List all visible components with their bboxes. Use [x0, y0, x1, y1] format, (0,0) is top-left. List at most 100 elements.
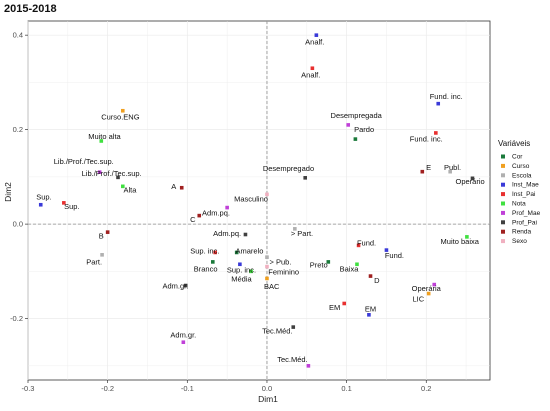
legend-key: [501, 154, 505, 159]
data-point-label: Adm.gr.: [170, 330, 196, 339]
legend-key: [501, 163, 505, 168]
data-point: [249, 269, 253, 274]
data-point: [384, 248, 389, 252]
data-point-label: Pardo: [354, 125, 374, 134]
data-point: [293, 227, 297, 231]
data-point-label: Sup. inc.: [190, 246, 219, 255]
data-point: [436, 101, 441, 106]
plot-background: [27, 20, 491, 381]
legend-key: [501, 201, 505, 206]
data-point-label: EM: [329, 303, 340, 312]
data-point-label: Desempregada: [331, 111, 383, 120]
data-point: [465, 235, 469, 239]
data-point-label: BAC: [264, 282, 280, 291]
data-point: [100, 253, 104, 257]
data-point-label: B: [99, 231, 104, 240]
data-point-label: Fund. inc.: [430, 92, 463, 101]
data-point: [291, 325, 296, 329]
legend-item-label: Escola: [512, 172, 532, 179]
data-point: [470, 176, 475, 181]
data-point: [38, 202, 43, 207]
data-point-label: Adm.pq.: [213, 229, 241, 238]
data-point-label: Analf.: [301, 71, 320, 80]
data-point-label: > Part.: [291, 229, 313, 238]
data-point-label: Part.: [86, 257, 102, 266]
data-point: [265, 276, 269, 281]
grid-lines: [27, 21, 490, 380]
plot-panel: [27, 20, 491, 381]
legend-item-label: Inst_Pai: [512, 191, 536, 198]
y-tick-label: 0.2: [13, 125, 23, 134]
legend-key: [501, 192, 505, 197]
data-point: [197, 213, 202, 218]
x-tick-label: 0.2: [421, 384, 431, 393]
data-point: [181, 340, 186, 345]
data-point: [243, 232, 248, 237]
data-point-label: Feminino: [268, 268, 299, 277]
data-point: [99, 139, 104, 143]
data-point: [265, 192, 269, 197]
data-point-label: Média: [231, 275, 252, 284]
data-point: [434, 131, 438, 135]
data-point-label: E: [426, 163, 431, 172]
data-point: [367, 313, 371, 317]
data-point: [265, 264, 269, 269]
x-axis-ticks: -0.3 -0.2 -0.1 0.0 0.1 0.2: [22, 380, 431, 393]
data-point-label: Fund. inc.: [410, 134, 443, 143]
data-point: [97, 170, 102, 174]
legend-key: [501, 220, 505, 225]
data-point: [303, 176, 307, 180]
legend-item-label: Prof_Mae: [512, 210, 541, 217]
legend-key: [501, 182, 505, 187]
data-point-label: Fund.: [385, 251, 404, 260]
data-point-label: C: [190, 215, 196, 224]
y-axis-ticks: -0.2 0.0 0.2 0.4: [10, 31, 28, 323]
data-point-label: Lib./Prof./Tec.sup.: [54, 157, 114, 166]
data-point-label: Sup.: [36, 193, 51, 202]
data-point-label: Adm.pq.: [202, 209, 230, 218]
legend-item-label: Curso: [512, 163, 530, 170]
data-point: [314, 33, 319, 37]
data-point-label: Masculino: [234, 194, 268, 203]
data-point-label: LIC: [412, 295, 424, 304]
data-point: [120, 108, 125, 113]
data-point: [342, 301, 347, 306]
data-point-label: Tec.Méd.: [277, 355, 307, 364]
y-tick-label: 0.4: [13, 31, 23, 40]
point-labels: Analf. Analf. Fund. inc. Fund. inc. Desempre…: [36, 38, 484, 364]
data-point: [355, 262, 359, 267]
reference-lines: [28, 21, 490, 380]
legend-item-label: Sexo: [512, 238, 527, 245]
data-point-label: Lib./Prof./Tec.sup.: [82, 169, 142, 178]
data-point: [179, 185, 184, 190]
data-point: [265, 255, 269, 259]
y-axis-title: Dim2: [3, 182, 13, 202]
x-tick-label: 0.1: [341, 384, 351, 393]
y-tick-label: -0.2: [10, 314, 23, 323]
legend-item-label: Cor: [512, 154, 523, 161]
data-point-label: Sup.: [64, 202, 79, 211]
data-point: [306, 364, 311, 368]
data-point: [116, 175, 120, 180]
data-point: [62, 201, 66, 205]
data-point-label: Curso.ENG: [101, 112, 140, 121]
x-tick-label: -0.2: [101, 384, 114, 393]
data-point: [353, 137, 358, 141]
data-point-label: Branco: [194, 264, 218, 273]
data-point-label: D: [374, 276, 380, 285]
data-point-label: Analf.: [305, 38, 324, 47]
data-point-label: EM: [365, 305, 376, 314]
data-point-label: Muito baixa: [441, 237, 480, 246]
data-point: [225, 205, 229, 210]
data-points: [38, 33, 475, 368]
data-point-label: Amarelo: [235, 246, 263, 255]
data-point: [310, 66, 315, 71]
legend: Variáveis Cor Curso Escola Inst_Mae Inst_Pai…: [498, 139, 541, 245]
data-point-label: > Pub.: [270, 257, 292, 266]
legend-key: [501, 229, 505, 234]
data-point-label: Tec.Méd.: [262, 327, 292, 336]
data-point-label: Baixa: [340, 264, 360, 273]
data-point: [326, 260, 331, 264]
